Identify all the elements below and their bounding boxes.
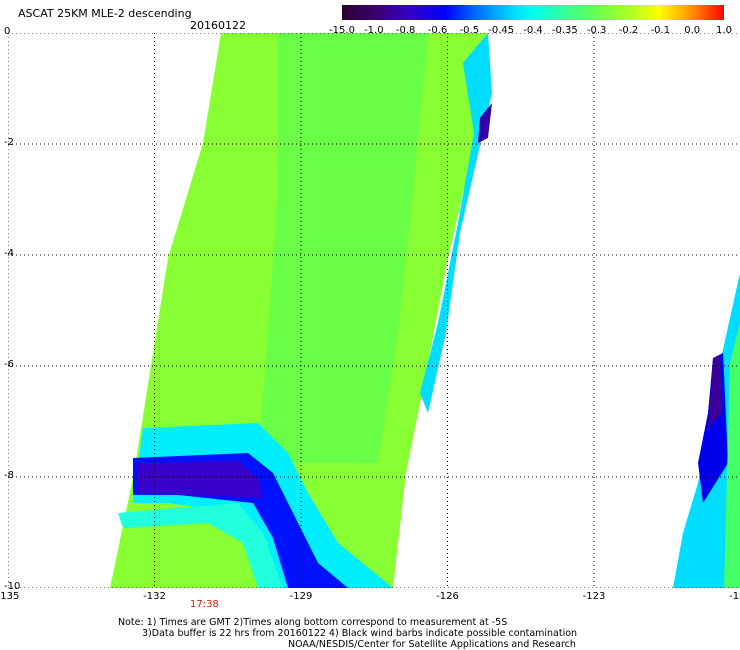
colorbar-tick-label: -0.2 — [618, 25, 639, 36]
swath-right-darkest — [708, 355, 722, 428]
colorbar-tick-label: 0.0 — [684, 25, 701, 36]
colorbar-labels: -15.0 -1.0 -0.8 -0.6 -0.5 -0.45 -0.4 -0.35 -0.3-… — [329, 25, 740, 37]
note-line-1: Note: 1) Times are GMT 2)Times along bot… — [118, 617, 508, 628]
colorbar-tick-label: 1.0 — [716, 25, 732, 36]
colorbar-tick-label: -15.0 — [329, 25, 355, 36]
x-tick-label: -126 — [436, 591, 459, 602]
swath-right — [673, 273, 740, 588]
colorbar-tick-label: -0.6 — [427, 25, 448, 36]
note-line-3: NOAA/NESDIS/Center for Satellite Applica… — [288, 639, 576, 650]
colorbar-tick-label: -0.1 — [650, 25, 671, 36]
grid-lines — [8, 33, 740, 588]
y-tick-label: -10 — [4, 581, 21, 592]
colorbar-tick-label: -1.0 — [364, 25, 384, 36]
colorbar — [342, 5, 724, 20]
note-line-2: 3)Data buffer is 22 hrs from 20160122 4)… — [142, 628, 578, 639]
x-tick-label: -132 — [143, 591, 166, 602]
time-label: 17:38 — [190, 599, 219, 610]
wind-map — [8, 33, 740, 588]
x-tick-label: -135 — [0, 591, 20, 602]
cyan-arc — [118, 503, 283, 588]
colorbar-tick-label: -0.8 — [395, 25, 416, 36]
swath-right-fringe — [420, 33, 492, 413]
x-tick-label: -120 — [729, 591, 740, 602]
colorbar-tick-label: -0.4 — [523, 25, 543, 36]
colorbar-tick-label: -0.35 — [551, 25, 578, 36]
y-tick-label: -8 — [4, 470, 14, 481]
swath-green-center — [258, 33, 428, 463]
swath-right-fringe-dark — [478, 103, 492, 143]
colorbar-tick-label: -0.45 — [488, 25, 515, 36]
y-tick-label: -2 — [4, 137, 14, 148]
swath-right-green — [724, 323, 740, 588]
map-title: ASCAT 25KM MLE-2 descending — [18, 7, 192, 20]
x-tick-label: -123 — [582, 591, 606, 602]
y-tick-label: -4 — [4, 248, 14, 259]
colorbar-tick-label: -0.5 — [459, 25, 480, 36]
map-date: 20160122 — [190, 19, 246, 32]
low-pressure-darkcore — [138, 461, 263, 498]
x-tick-label: -129 — [289, 591, 313, 602]
y-tick-label: 0 — [4, 26, 11, 37]
colorbar-tick-label: -0.3 — [586, 25, 607, 36]
y-tick-label: -6 — [4, 359, 14, 370]
